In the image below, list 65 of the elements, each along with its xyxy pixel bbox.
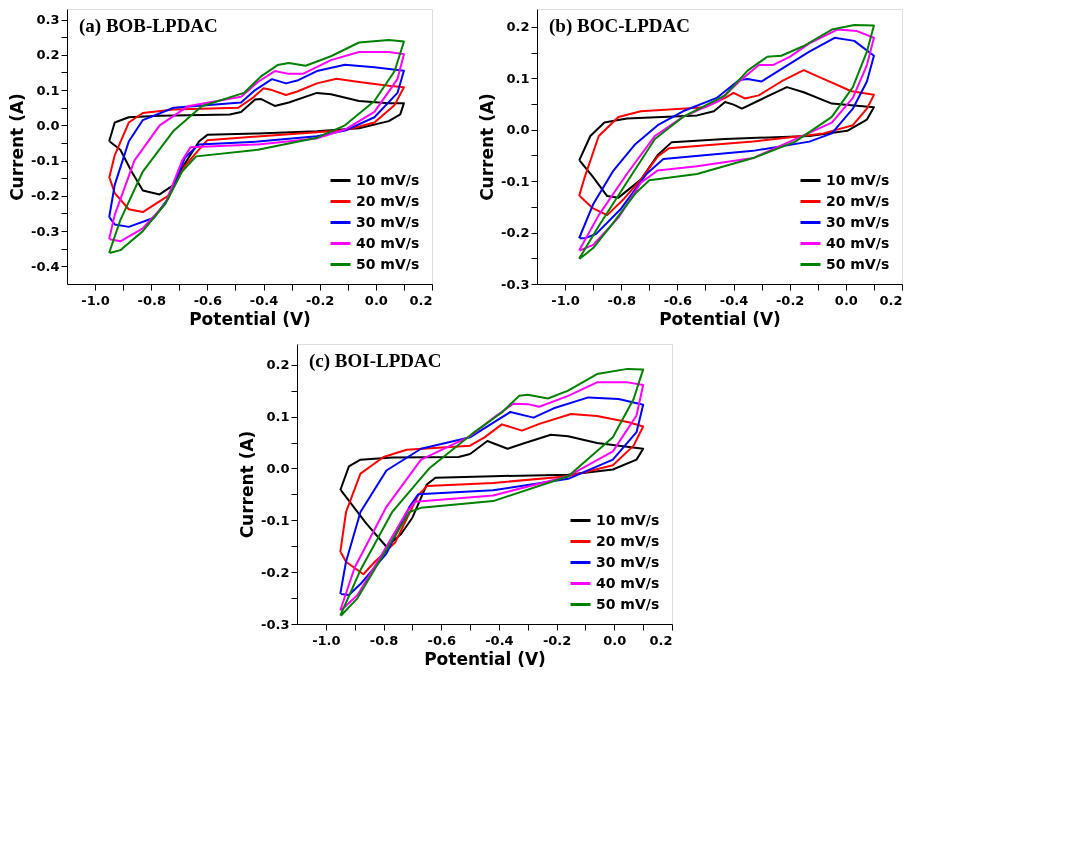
x-tick-label: 0.2 — [409, 292, 433, 308]
y-tick-label: 0.2 — [36, 47, 60, 63]
x-tick-label: -0.6 — [663, 292, 693, 308]
x-tick-label: -0.2 — [305, 292, 335, 308]
y-tick-label: 0.1 — [506, 70, 530, 86]
y-tick-label: -0.2 — [261, 564, 290, 580]
y-axis-title: Current (A) — [477, 93, 498, 201]
x-tick-label: 0.0 — [603, 632, 627, 648]
x-tick-label: -0.6 — [193, 292, 223, 308]
chart-title: (c) BOI-LPDAC — [309, 350, 442, 372]
legend-label: 30 mV/s — [356, 213, 420, 230]
y-tick-label: -0.2 — [501, 225, 530, 241]
legend-label: 50 mV/s — [826, 255, 890, 272]
y-tick-label: 0.2 — [506, 19, 530, 35]
y-tick-label: -0.3 — [261, 616, 290, 632]
x-tick-label: -0.2 — [775, 292, 805, 308]
x-tick-label: -1.0 — [551, 292, 580, 308]
x-tick-label: -0.8 — [369, 632, 399, 648]
x-tick-label: -0.2 — [542, 632, 572, 648]
legend-label: 20 mV/s — [356, 192, 420, 209]
legend-label: 20 mV/s — [596, 532, 660, 549]
y-tick-label: 0.3 — [36, 12, 60, 28]
legend-label: 10 mV/s — [596, 511, 660, 528]
y-tick-label: 0.2 — [266, 357, 290, 373]
x-tick-label: 0.2 — [649, 632, 673, 648]
x-tick-label: 0.0 — [834, 292, 858, 308]
y-tick-label: -0.3 — [31, 223, 60, 239]
x-tick-label: -1.0 — [312, 632, 341, 648]
y-tick-label: 0.0 — [506, 122, 530, 138]
y-tick-label: -0.1 — [31, 153, 60, 169]
y-tick-label: -0.1 — [261, 512, 290, 528]
x-axis-title: Potential (V) — [424, 648, 546, 669]
x-tick-label: -0.4 — [485, 632, 514, 648]
x-tick-label: -0.8 — [607, 292, 636, 308]
legend-label: 10 mV/s — [356, 171, 420, 188]
legend-label: 30 mV/s — [596, 553, 660, 570]
chart-title: (b) BOC-LPDAC — [549, 15, 690, 37]
chart-title: (a) BOB-LPDAC — [79, 15, 218, 37]
x-tick-label: -1.0 — [81, 292, 110, 308]
y-axis-title: Current (A) — [237, 430, 258, 539]
x-tick-label: -0.6 — [427, 632, 456, 648]
x-tick-label: 0.2 — [879, 292, 903, 308]
legend-label: 40 mV/s — [596, 574, 660, 591]
legend-label: 30 mV/s — [826, 213, 890, 230]
legend-label: 40 mV/s — [826, 234, 890, 251]
y-axis-title: Current (A) — [7, 93, 28, 201]
y-tick-label: 0.1 — [266, 409, 290, 425]
y-tick-label: -0.3 — [501, 276, 530, 292]
y-tick-label: 0.0 — [36, 117, 60, 133]
y-tick-label: 0.1 — [36, 82, 60, 98]
legend-label: 20 mV/s — [826, 192, 890, 209]
y-tick-label: 0.0 — [266, 460, 290, 476]
y-tick-label: -0.4 — [31, 258, 60, 274]
x-tick-label: -0.4 — [249, 292, 279, 308]
y-tick-label: -0.1 — [501, 173, 530, 189]
x-axis-title: Potential (V) — [659, 308, 781, 329]
x-axis-title: Potential (V) — [189, 308, 311, 329]
x-tick-label: 0.0 — [364, 292, 388, 308]
x-tick-label: -0.4 — [719, 292, 749, 308]
legend-label: 50 mV/s — [596, 595, 660, 612]
x-tick-label: -0.8 — [137, 292, 166, 308]
legend-label: 50 mV/s — [356, 255, 420, 272]
legend-label: 10 mV/s — [826, 171, 890, 188]
y-tick-label: -0.2 — [31, 188, 60, 204]
legend-label: 40 mV/s — [356, 234, 420, 251]
